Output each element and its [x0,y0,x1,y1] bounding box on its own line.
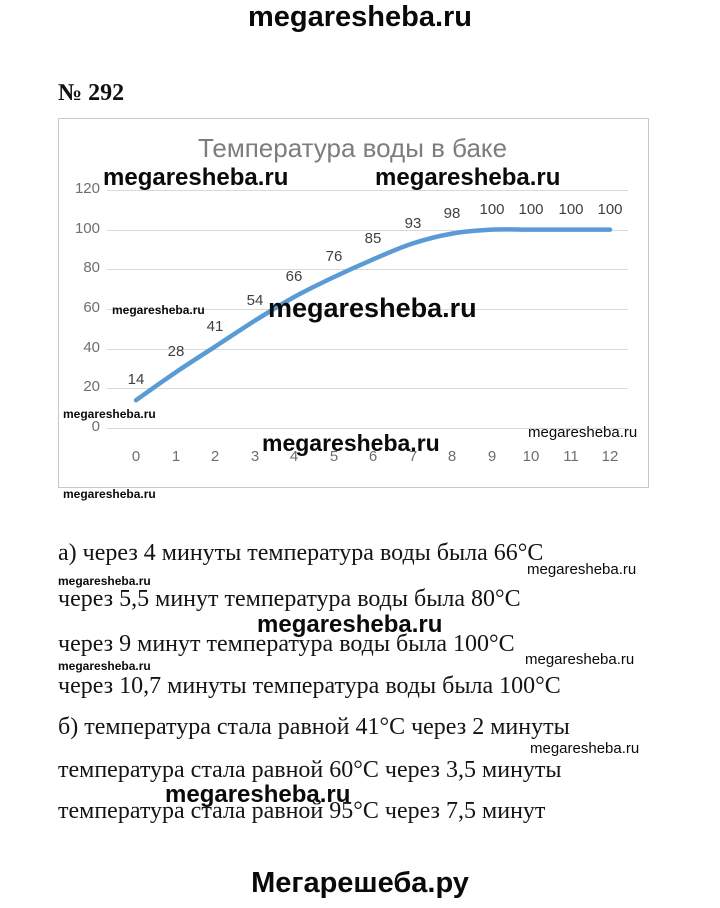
footer-brand: Мегарешеба.ру [251,867,469,899]
gridline [107,388,628,389]
x-tick-label: 2 [210,448,220,465]
watermark: megaresheba.ru [58,659,151,673]
solution-line: через 10,7 минуты температура воды была … [58,673,561,699]
data-label: 100 [597,201,623,218]
data-label: 100 [558,201,584,218]
data-label: 14 [127,371,145,388]
watermark: megaresheba.ru [527,561,637,578]
x-tick-label: 4 [289,448,299,465]
data-label: 76 [325,248,343,265]
x-tick-label: 6 [368,448,378,465]
y-tick-label: 100 [74,220,100,237]
site-watermark-top: megaresheba.ru [247,1,473,33]
solution-line: а) через 4 минуты температура воды была … [58,540,544,566]
data-label: 28 [167,343,185,360]
watermark: megaresheba.ru [528,424,638,441]
data-label: 100 [479,201,505,218]
x-tick-label: 8 [447,448,457,465]
x-tick-label: 7 [408,448,418,465]
watermark: megaresheba.ru [268,293,477,323]
watermark: megaresheba.ru [63,407,156,421]
x-tick-label: 0 [131,448,141,465]
y-tick-label: 20 [83,378,100,395]
gridline [107,190,628,191]
x-tick-label: 12 [601,448,619,465]
data-label: 41 [206,318,224,335]
watermark: megaresheba.ru [530,740,640,757]
y-tick-label: 120 [74,180,100,197]
solution-line: температура стала равной 95°С через 7,5 … [58,798,546,824]
y-tick-label: 0 [91,418,100,435]
x-tick-label: 10 [522,448,540,465]
watermark: megaresheba.ru [103,164,289,191]
data-label: 100 [518,201,544,218]
watermark: megaresheba.ru [58,574,151,588]
chart-title: Температура воды в баке [197,133,508,163]
data-label: 93 [404,215,422,232]
data-label: 54 [246,292,264,309]
x-tick-label: 3 [250,448,260,465]
watermark: megaresheba.ru [257,611,443,638]
y-tick-label: 60 [83,299,100,316]
x-tick-label: 5 [329,448,339,465]
watermark: megaresheba.ru [375,164,561,191]
solution-line: через 5,5 минут температура воды была 80… [58,586,521,612]
data-label: 98 [443,205,461,222]
gridline [107,269,628,270]
x-tick-label: 11 [563,448,579,465]
solution-line: б) температура стала равной 41°С через 2… [58,714,570,740]
data-label: 85 [364,230,382,247]
problem-number: № 292 [58,80,125,106]
y-tick-label: 80 [83,259,100,276]
watermark: megaresheba.ru [525,651,635,668]
watermark: megaresheba.ru [112,303,205,317]
solution-line: через 9 минут температура воды была 100°… [58,631,515,657]
data-label: 66 [285,268,303,285]
watermark: megaresheba.ru [63,487,156,501]
y-tick-label: 40 [83,339,100,356]
x-tick-label: 1 [171,448,181,465]
solution-line: температура стала равной 60°С через 3,5 … [58,757,562,783]
x-tick-label: 9 [487,448,497,465]
gridline [107,428,628,429]
watermark: megaresheba.ru [165,781,351,808]
watermark: megaresheba.ru [262,430,440,456]
